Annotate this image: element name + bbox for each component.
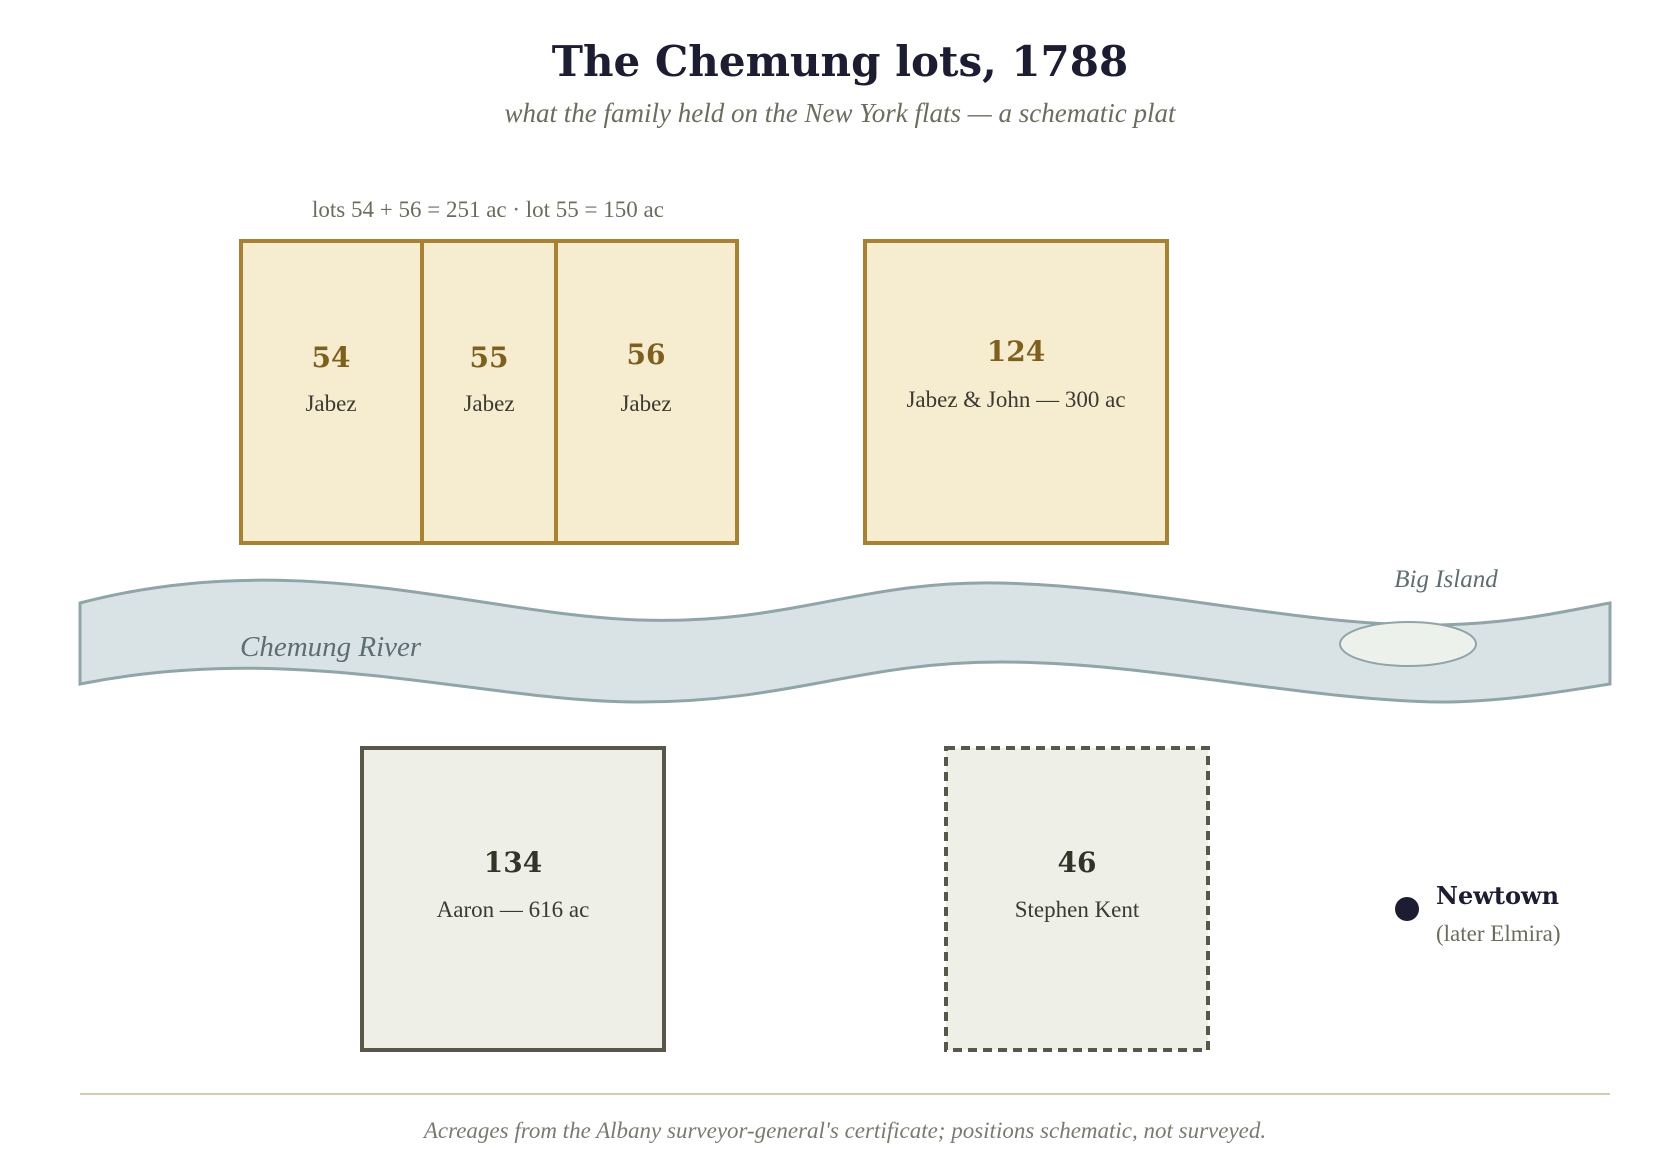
lot-owner: Jabez [463, 391, 514, 416]
island-label: Big Island [1394, 566, 1498, 593]
lot-number: 134 [484, 846, 542, 879]
chemung-river [78, 578, 1612, 704]
river-label: Chemung River [240, 631, 422, 663]
lot-124: 124 Jabez & John — 300 ac [863, 239, 1169, 545]
town-dot-icon [1395, 897, 1419, 921]
lot-134: 134 Aaron — 616 ac [360, 746, 666, 1052]
town-name: Newtown [1436, 881, 1559, 910]
map-title: The Chemung lots, 1788 [552, 37, 1128, 86]
lot-owner: Aaron — 616 ac [437, 897, 590, 922]
lot-56: 56 Jabez [554, 239, 739, 545]
lot-number: 54 [312, 341, 351, 374]
lot-number: 46 [1058, 846, 1097, 879]
lot-owner: Jabez & John — 300 ac [906, 387, 1125, 412]
map-subtitle: what the family held on the New York fla… [505, 98, 1177, 128]
big-island [1339, 621, 1477, 667]
lot-55: 55 Jabez [420, 239, 558, 545]
lot-number: 56 [627, 338, 666, 371]
acreage-note: lots 54 + 56 = 251 ac · lot 55 = 150 ac [312, 197, 664, 222]
lot-54: 54 Jabez [239, 239, 424, 545]
lot-46: 46 Stephen Kent [944, 746, 1210, 1052]
footer-note: Acreages from the Albany surveyor-genera… [422, 1118, 1266, 1143]
lot-owner: Jabez [305, 391, 356, 416]
lot-owner: Jabez [620, 391, 671, 416]
lot-owner: Stephen Kent [1015, 897, 1140, 922]
lot-number: 124 [987, 335, 1045, 368]
town-note: (later Elmira) [1436, 921, 1561, 946]
lot-number: 55 [470, 341, 509, 374]
